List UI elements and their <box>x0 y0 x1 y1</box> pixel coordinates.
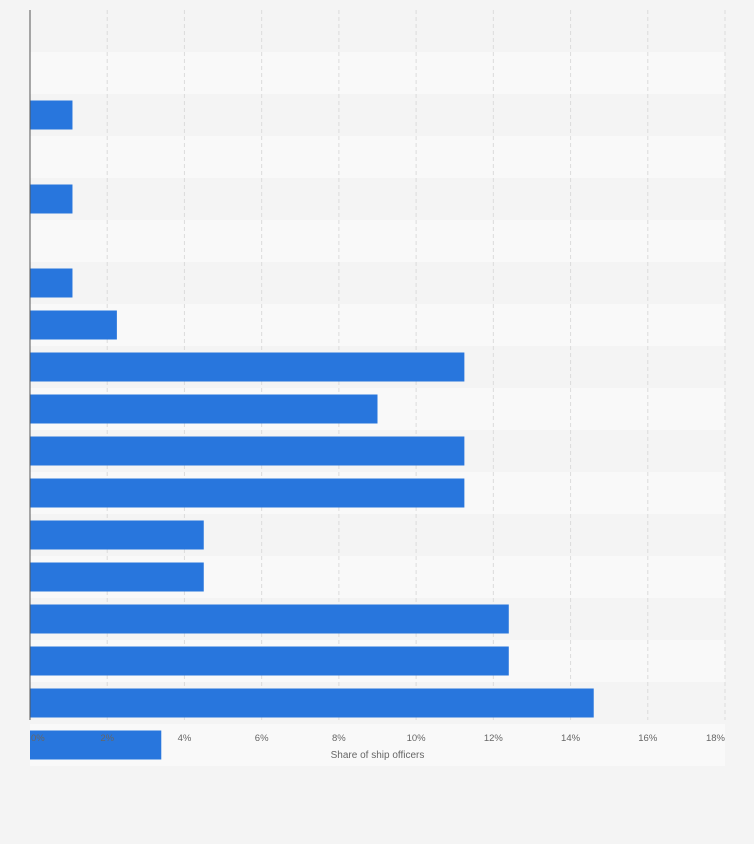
x-tick-label: 12% <box>484 733 504 744</box>
row-band <box>30 178 725 220</box>
x-tick-label: 4% <box>178 733 192 744</box>
bar <box>30 184 73 214</box>
bar <box>30 352 465 382</box>
bar <box>30 646 509 676</box>
x-axis-label: Share of ship officers <box>331 750 425 761</box>
gridlines <box>106 10 726 720</box>
x-tick-label: 14% <box>561 733 581 744</box>
row-band <box>30 304 725 346</box>
bar <box>30 310 117 340</box>
bar <box>30 394 378 424</box>
row-band <box>30 10 725 52</box>
x-tick-label: 10% <box>407 733 427 744</box>
bar <box>30 520 204 550</box>
bar <box>30 688 594 718</box>
x-tick-label: 8% <box>332 733 346 744</box>
bar <box>30 730 162 760</box>
x-tick-label: 2% <box>100 733 114 744</box>
x-tick-label: 18% <box>706 733 726 744</box>
row-band <box>30 94 725 136</box>
bar <box>30 268 73 298</box>
bar <box>30 604 509 634</box>
row-band <box>30 262 725 304</box>
bars <box>30 100 594 760</box>
bar <box>30 100 73 130</box>
x-tick-label: 6% <box>255 733 269 744</box>
x-tick-label: 16% <box>638 733 658 744</box>
row-band <box>30 136 725 178</box>
bar <box>30 478 465 508</box>
bar <box>30 562 204 592</box>
bar <box>30 436 465 466</box>
row-band <box>30 52 725 94</box>
x-tick-label: 0% <box>31 733 45 744</box>
x-tick-labels: 0% 2% 4% 6% 8% 10% 12% 14% 16% 18% <box>31 733 726 744</box>
row-band <box>30 220 725 262</box>
